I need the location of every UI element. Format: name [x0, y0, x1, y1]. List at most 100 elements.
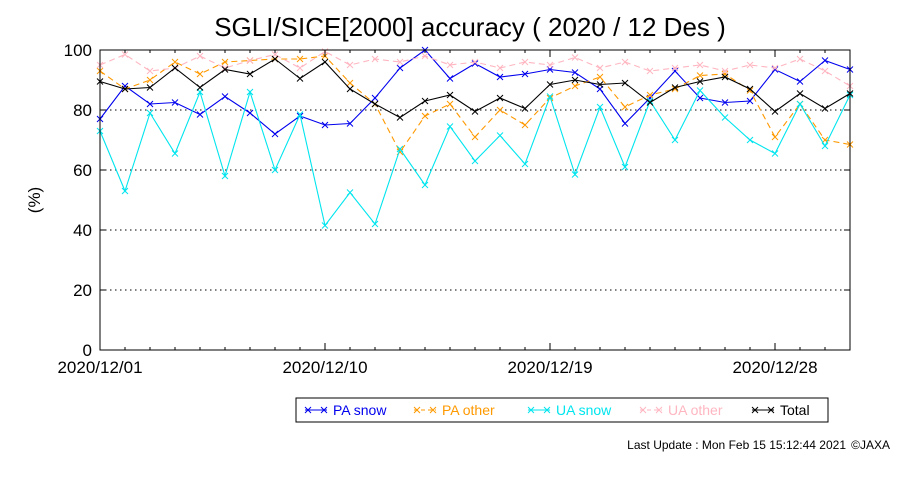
data-point-total — [171, 64, 179, 72]
data-point-pa-snow — [446, 75, 454, 82]
legend-box — [295, 397, 829, 423]
data-point-total — [396, 114, 404, 121]
data-point-ua-other — [671, 64, 679, 72]
data-point-ua-other — [496, 64, 504, 72]
data-point-ua-other — [421, 52, 429, 60]
last-update-text: Last Update : Mon Feb 15 15:12:44 2021 — [627, 438, 846, 452]
legend-marker-total — [767, 406, 775, 414]
data-point-pa-snow — [221, 93, 229, 100]
data-point-ua-snow — [396, 145, 404, 153]
data-point-pa-snow — [746, 97, 754, 105]
legend-label-ua-other: UA other — [668, 402, 723, 418]
data-point-total — [346, 85, 354, 93]
data-point-ua-snow — [446, 123, 454, 130]
data-point-total — [621, 79, 629, 87]
series-ua-other — [96, 48, 854, 90]
data-point-pa-other — [221, 58, 229, 66]
legend-marker-ua-snow — [543, 406, 551, 414]
data-point-total — [821, 105, 829, 112]
data-point-ua-snow — [221, 172, 229, 180]
legend-marker-pa-other — [413, 406, 421, 414]
data-point-pa-other — [471, 133, 479, 141]
data-point-ua-snow — [646, 97, 654, 105]
data-point-ua-other — [396, 58, 404, 66]
data-point-pa-snow — [671, 67, 679, 75]
data-point-ua-snow — [546, 93, 554, 100]
legend-marker-total — [751, 406, 759, 414]
data-point-total — [796, 90, 804, 97]
data-point-ua-snow — [346, 189, 354, 196]
data-point-ua-other — [646, 67, 654, 75]
grid-lines — [100, 109, 850, 291]
y-tick-label: 40 — [73, 221, 92, 240]
data-point-pa-snow — [321, 121, 329, 129]
data-point-total — [771, 108, 779, 115]
legend-marker-ua-other — [655, 406, 663, 414]
data-point-pa-snow — [471, 60, 479, 67]
data-point-pa-other — [446, 100, 454, 108]
data-point-total — [471, 108, 479, 115]
x-tick-label: 2020/12/01 — [57, 358, 142, 377]
plot-frame — [99, 49, 851, 351]
legend-marker-pa-snow — [304, 406, 312, 414]
series-pa-other — [96, 52, 854, 156]
data-point-pa-snow — [821, 57, 829, 64]
series-lines — [96, 46, 854, 229]
legend-marker-pa-other — [429, 406, 437, 414]
data-point-ua-snow — [571, 171, 579, 178]
data-point-ua-other — [621, 58, 629, 66]
data-point-ua-snow — [821, 142, 829, 150]
data-point-ua-snow — [496, 132, 504, 139]
data-point-ua-other — [571, 54, 579, 61]
data-point-ua-snow — [471, 157, 479, 165]
data-point-ua-snow — [521, 160, 529, 168]
data-point-pa-other — [296, 55, 304, 63]
y-tick-label: 60 — [73, 161, 92, 180]
data-point-ua-other — [796, 55, 804, 63]
data-point-total — [371, 100, 379, 108]
data-point-pa-other — [521, 121, 529, 129]
data-point-ua-snow — [371, 220, 379, 228]
data-point-ua-other — [471, 58, 479, 66]
data-point-total — [321, 58, 329, 66]
data-point-total — [446, 91, 454, 99]
data-point-total — [696, 78, 704, 85]
x-tick-label: 2020/12/19 — [507, 358, 592, 377]
data-point-total — [546, 81, 554, 88]
data-point-ua-other — [246, 57, 254, 64]
data-point-ua-other — [296, 64, 304, 72]
legend-marker-pa-snow — [320, 406, 328, 414]
data-point-ua-other — [146, 67, 154, 75]
axes: 0 20 40 60 80 100 2020/12/01 2020/12/10 2020/12/… — [57, 41, 851, 377]
data-point-ua-snow — [146, 109, 154, 117]
data-point-ua-snow — [746, 136, 754, 144]
data-point-ua-snow — [121, 187, 129, 195]
data-point-total — [296, 75, 304, 82]
data-point-ua-snow — [596, 103, 604, 111]
data-point-pa-snow — [146, 100, 154, 108]
data-point-ua-other — [521, 58, 529, 66]
data-point-pa-other — [771, 133, 779, 141]
data-point-total — [496, 94, 504, 102]
data-point-ua-snow — [721, 114, 729, 121]
data-point-ua-snow — [421, 181, 429, 189]
chart-title: SGLI/SICE[2000] accuracy ( 2020 / 12 Des… — [214, 12, 726, 42]
data-point-total — [246, 70, 254, 78]
data-point-pa-other — [496, 106, 504, 114]
data-point-total — [221, 66, 229, 73]
y-tick-label: 0 — [83, 341, 92, 360]
data-point-total — [571, 76, 579, 84]
data-point-ua-snow — [246, 88, 254, 96]
data-point-pa-other — [621, 103, 629, 111]
data-point-total — [146, 84, 154, 91]
data-point-pa-snow — [346, 120, 354, 127]
legend-marker-ua-other — [639, 406, 647, 414]
data-point-total — [121, 85, 129, 93]
y-axis-label: (%) — [25, 187, 44, 213]
data-point-pa-other — [346, 79, 354, 87]
data-point-ua-other — [721, 67, 729, 75]
copyright-text: ©JAXA — [851, 438, 890, 452]
y-tick-label: 80 — [73, 101, 92, 120]
data-point-pa-snow — [271, 130, 279, 138]
